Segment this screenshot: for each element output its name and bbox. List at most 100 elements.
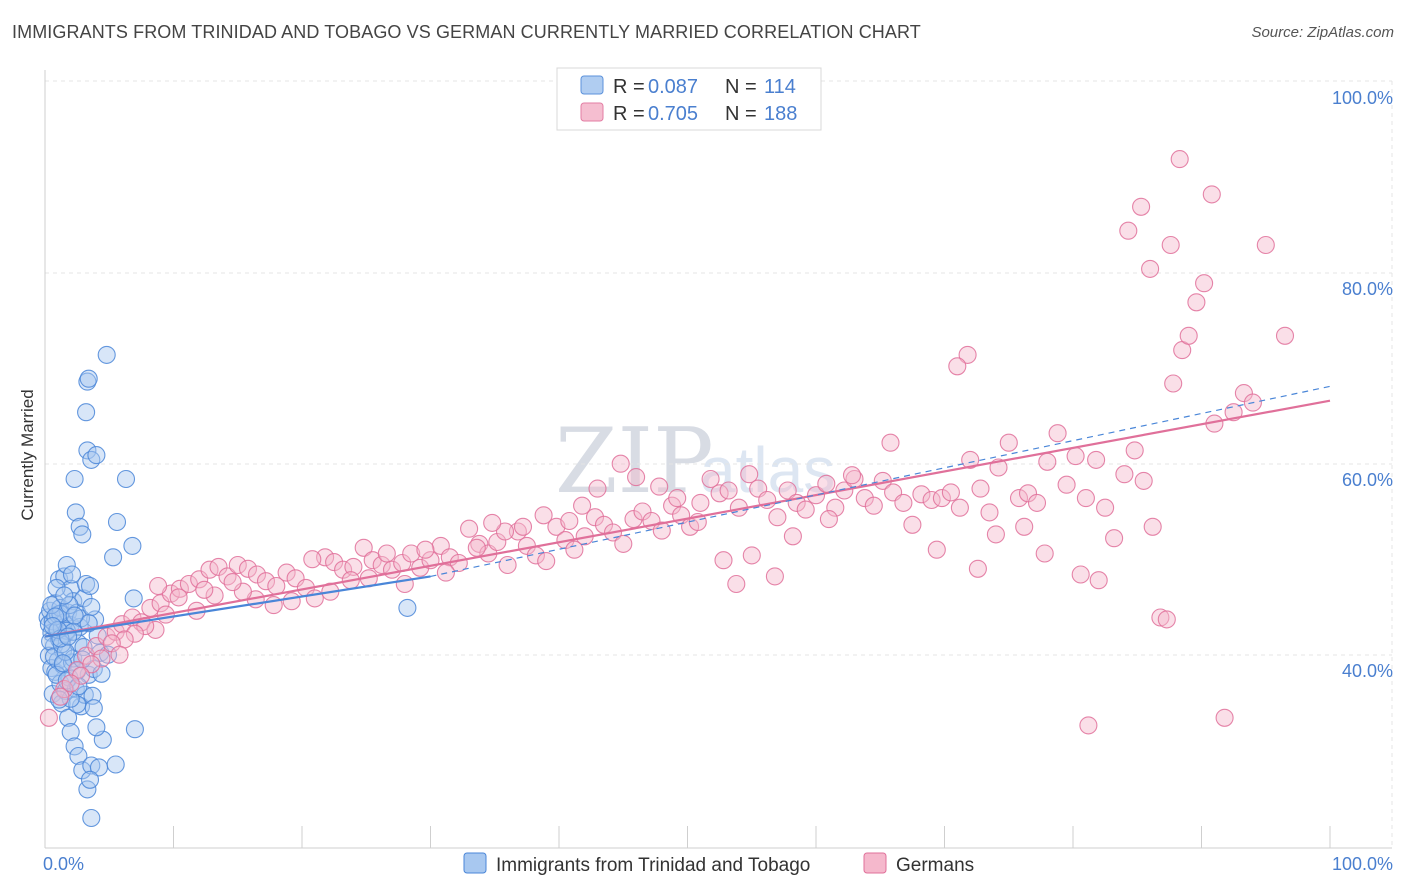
germans-point-125 bbox=[1234, 384, 1253, 403]
germans-point-96 bbox=[971, 479, 990, 498]
germans-point-51 bbox=[537, 552, 556, 571]
germans-point-92 bbox=[932, 489, 951, 508]
germans-point-108 bbox=[1087, 450, 1106, 469]
trinidad-point-56 bbox=[66, 503, 85, 522]
germans-point-22 bbox=[256, 572, 276, 591]
germans-point-138 bbox=[948, 357, 967, 376]
trinidad-point-62 bbox=[87, 446, 106, 465]
germans-point-47 bbox=[498, 555, 517, 575]
germans-point-144 bbox=[742, 546, 761, 565]
trinidad-point-93 bbox=[82, 597, 101, 617]
germans-point-175 bbox=[169, 588, 188, 607]
germans-point-142 bbox=[783, 527, 802, 546]
germans-point-141 bbox=[819, 510, 838, 529]
trend-line-trinidad bbox=[44, 575, 431, 638]
germans-point-93 bbox=[941, 483, 960, 502]
bottom-legend-swatch-blue bbox=[463, 852, 487, 874]
germans-point-81 bbox=[826, 498, 845, 517]
germans-point-54 bbox=[565, 540, 584, 559]
trinidad-point-41 bbox=[61, 723, 80, 742]
germans-point-192 bbox=[1071, 565, 1090, 584]
trinidad-point-70 bbox=[123, 536, 142, 555]
trinidad-point-40 bbox=[59, 708, 78, 727]
trinidad-point-91 bbox=[60, 596, 79, 615]
germans-point-75 bbox=[768, 508, 787, 527]
germans-point-173 bbox=[205, 586, 224, 605]
germans-point-188 bbox=[149, 576, 168, 596]
germans-point-137 bbox=[958, 345, 977, 364]
trinidad-point-112 bbox=[65, 606, 84, 625]
trinidad-point-95 bbox=[56, 642, 75, 661]
germans-point-159 bbox=[467, 538, 486, 557]
trend-line-germans bbox=[44, 399, 1331, 638]
germans-point-140 bbox=[842, 466, 862, 485]
germans-point-89 bbox=[903, 515, 922, 534]
germans-point-85 bbox=[864, 496, 883, 515]
trinidad-point-68 bbox=[107, 512, 127, 532]
germans-point-156 bbox=[513, 517, 533, 536]
germans-point-34 bbox=[372, 555, 391, 575]
trinidad-point-82 bbox=[87, 718, 106, 737]
germans-point-193 bbox=[1089, 571, 1108, 590]
germans-point-99 bbox=[999, 433, 1018, 452]
germans-point-187 bbox=[110, 645, 129, 664]
trinidad-point-64 bbox=[78, 372, 97, 391]
germans-point-24 bbox=[277, 563, 296, 582]
watermark-atlas: atlas bbox=[700, 434, 835, 506]
trinidad-point-48 bbox=[80, 770, 100, 789]
germans-point-107 bbox=[1076, 489, 1095, 508]
legend-n-label-1: N = bbox=[725, 76, 757, 98]
trinidad-point-59 bbox=[65, 469, 84, 489]
legend-r-value-2: 0.705 bbox=[648, 103, 698, 125]
y-tick-label-40: 40.0% bbox=[1342, 661, 1393, 681]
germans-point-70 bbox=[719, 481, 738, 500]
axes bbox=[44, 70, 1392, 849]
trinidad-point-42 bbox=[65, 737, 84, 756]
germans-point-109 bbox=[1096, 498, 1115, 517]
trinidad-point-61 bbox=[82, 450, 101, 469]
y-tick-labels: 40.0% 60.0% 80.0% 100.0% bbox=[1332, 88, 1393, 681]
trinidad-point-60 bbox=[78, 441, 97, 460]
germans-point-123 bbox=[1215, 708, 1234, 727]
germans-point-139 bbox=[881, 433, 900, 452]
trinidad-point-63 bbox=[77, 403, 96, 422]
legend-n-label-2: N = bbox=[725, 103, 757, 125]
germans-point-114 bbox=[1143, 517, 1162, 536]
germans-point-195 bbox=[968, 559, 987, 578]
germans-point-163 bbox=[377, 544, 396, 563]
germans-point-105 bbox=[1057, 475, 1076, 494]
legend-swatch-blue bbox=[580, 75, 604, 95]
germans-point-131 bbox=[1170, 150, 1189, 169]
germans-point-128 bbox=[1275, 326, 1295, 345]
trinidad-point-67 bbox=[116, 469, 136, 489]
germans-point-76 bbox=[778, 481, 797, 500]
germans-point-158 bbox=[483, 513, 502, 532]
germans-point-120 bbox=[1187, 293, 1206, 312]
germans-point-190 bbox=[927, 540, 946, 559]
germans-point-68 bbox=[701, 469, 720, 489]
germans-point-19 bbox=[228, 555, 247, 575]
bottom-legend: Immigrants from Trinidad and Tobago Germ… bbox=[463, 852, 974, 876]
germans-point-115 bbox=[1151, 608, 1170, 627]
germans-point-20 bbox=[238, 559, 258, 578]
trinidad-point-49 bbox=[82, 808, 101, 828]
germans-point-153 bbox=[573, 496, 592, 515]
germans-point-111 bbox=[1115, 465, 1134, 484]
germans-point-113 bbox=[1134, 471, 1153, 490]
germans-point-110 bbox=[1105, 529, 1124, 548]
germans-point-127 bbox=[1256, 235, 1275, 255]
germans-point-146 bbox=[714, 551, 733, 570]
germans-point-32 bbox=[354, 538, 373, 557]
germans-point-112 bbox=[1125, 441, 1144, 460]
watermark-zip: ZIP bbox=[555, 409, 714, 514]
germans-point-119 bbox=[1179, 326, 1198, 345]
trinidad-point-51 bbox=[106, 755, 125, 774]
germans-point-161 bbox=[416, 540, 435, 559]
y-tick-label-60: 60.0% bbox=[1342, 470, 1393, 490]
x-tick-labels: 0.0% 100.0% bbox=[43, 854, 1393, 874]
trinidad-point-66 bbox=[97, 345, 116, 364]
germans-point-179 bbox=[125, 624, 144, 643]
grid-lines bbox=[45, 80, 1393, 848]
germans-point-0 bbox=[39, 708, 58, 727]
